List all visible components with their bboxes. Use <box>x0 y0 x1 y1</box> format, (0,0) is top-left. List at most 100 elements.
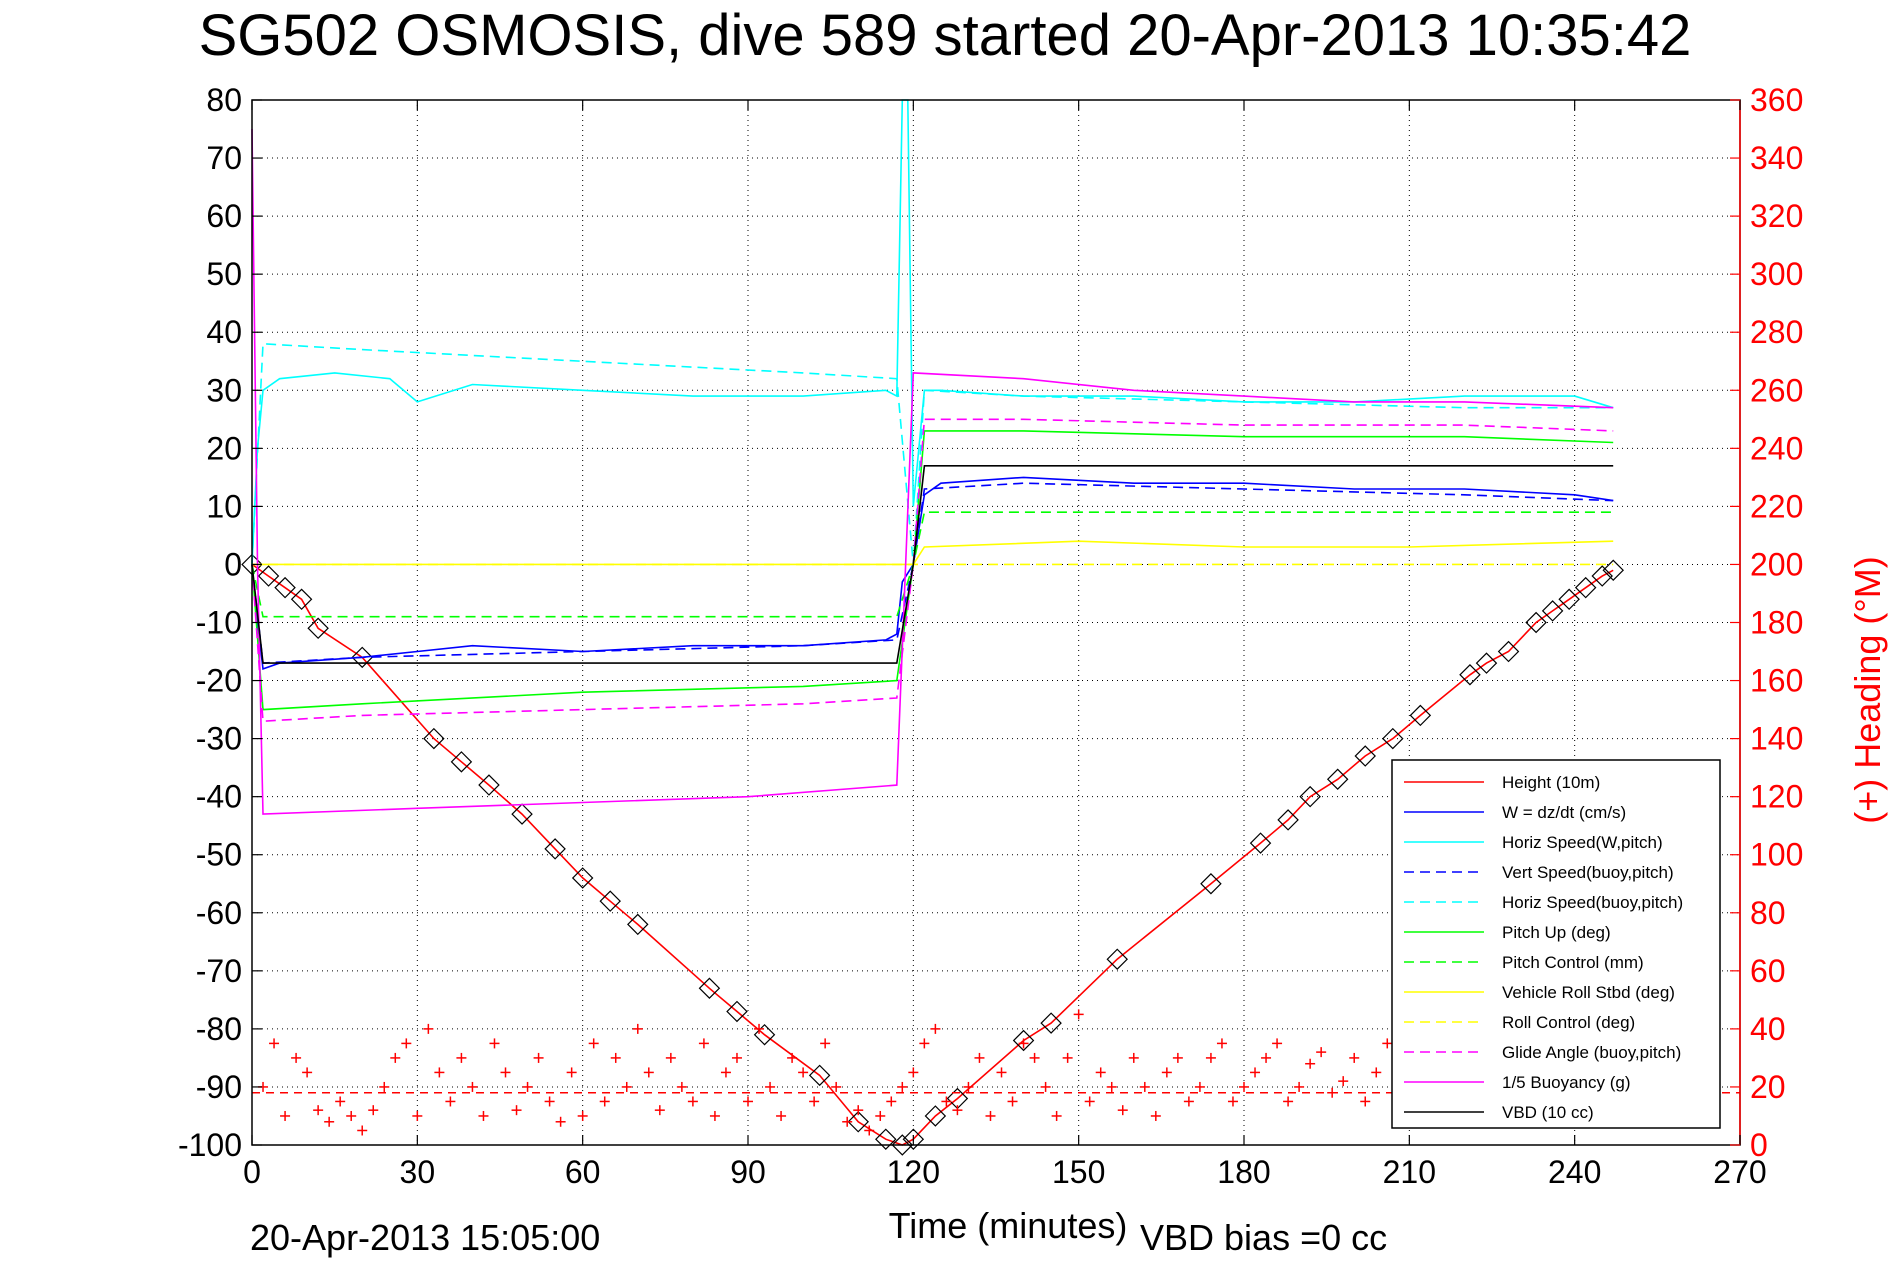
y-tick-label: -10 <box>196 605 242 641</box>
y-tick-label: 10 <box>206 488 242 524</box>
legend-label: Pitch Control (mm) <box>1502 953 1644 972</box>
x-tick-label: 150 <box>1052 1154 1105 1190</box>
height-marker <box>257 565 280 587</box>
heading-point <box>610 1052 621 1063</box>
heading-point <box>313 1105 324 1116</box>
y2-tick-label: 20 <box>1750 1069 1786 1105</box>
height-marker <box>1602 559 1624 581</box>
legend-label: VBD (10 cc) <box>1502 1103 1594 1122</box>
height-marker <box>351 646 373 669</box>
y2-tick-label: 280 <box>1750 314 1803 350</box>
series-line <box>251 482 1614 664</box>
legend-label: Vert Speed(buoy,pitch) <box>1502 863 1674 882</box>
heading-point <box>1117 1105 1128 1116</box>
height-marker <box>902 1128 925 1150</box>
heading-point <box>665 1052 676 1063</box>
heading-point <box>1040 1081 1051 1092</box>
heading-point <box>731 1052 742 1063</box>
y-tick-label: -40 <box>196 779 242 815</box>
height-marker <box>808 1064 831 1087</box>
x-tick-label: 270 <box>1713 1154 1766 1190</box>
heading-point <box>1139 1081 1150 1092</box>
heading-point <box>478 1110 489 1121</box>
legend-label: 1/5 Buoyancy (g) <box>1502 1073 1631 1092</box>
heading-point <box>831 1081 842 1092</box>
heading-point <box>533 1052 544 1063</box>
x-tick-label: 60 <box>565 1154 601 1190</box>
y-tick-label: -70 <box>196 953 242 989</box>
heading-point <box>1084 1096 1095 1107</box>
heading-point <box>434 1067 445 1078</box>
footer-vbd-bias: VBD bias =0 cc <box>1140 1217 1387 1258</box>
heading-point <box>1007 1096 1018 1107</box>
legend-label: Height (10m) <box>1502 773 1600 792</box>
heading-point <box>1051 1110 1062 1121</box>
heading-point <box>886 1096 897 1107</box>
legend-label: Glide Angle (buoy,pitch) <box>1502 1043 1681 1062</box>
heading-point <box>1327 1087 1338 1098</box>
y2-tick-label: 0 <box>1750 1127 1768 1163</box>
height-marker <box>423 727 445 750</box>
height-marker <box>1409 704 1432 727</box>
heading-point <box>566 1067 577 1078</box>
heading-point <box>853 1105 864 1116</box>
heading-point <box>500 1067 511 1078</box>
heading-point <box>1018 1038 1029 1049</box>
y2-tick-label: 200 <box>1750 546 1803 582</box>
heading-point <box>930 1023 941 1034</box>
heading-point <box>280 1110 291 1121</box>
heading-point <box>765 1081 776 1092</box>
series-line <box>251 342 1614 565</box>
heading-point <box>588 1038 599 1049</box>
heading-point <box>412 1110 423 1121</box>
heading-point <box>1338 1076 1349 1087</box>
x-tick-label: 210 <box>1383 1154 1436 1190</box>
heading-point <box>1360 1096 1371 1107</box>
height-marker <box>1525 611 1547 634</box>
footer-timestamp: 20-Apr-2013 15:05:00 <box>250 1217 600 1258</box>
heading-point <box>864 1125 875 1136</box>
height-marker <box>875 1128 897 1150</box>
heading-point <box>346 1110 357 1121</box>
height-marker <box>450 751 473 773</box>
heading-point <box>720 1067 731 1078</box>
heading-point <box>632 1023 643 1034</box>
y-tick-label: -50 <box>196 837 242 873</box>
height-marker <box>1299 785 1321 808</box>
y-tick-label: 70 <box>206 140 242 176</box>
heading-point <box>423 1023 434 1034</box>
height-marker <box>1475 652 1498 674</box>
height-marker <box>627 913 649 936</box>
heading-point <box>335 1096 346 1107</box>
heading-point <box>1371 1067 1382 1078</box>
legend-label: Roll Control (deg) <box>1502 1013 1635 1032</box>
height-marker <box>1574 576 1597 599</box>
heading-point <box>357 1125 368 1136</box>
y-tick-label: -90 <box>196 1069 242 1105</box>
heading-point <box>974 1052 985 1063</box>
heading-point <box>291 1052 302 1063</box>
legend-label: Horiz Speed(buoy,pitch) <box>1502 893 1683 912</box>
y2-tick-label: 160 <box>1750 663 1803 699</box>
x-axis-label: Time (minutes) <box>889 1205 1128 1246</box>
heading-point <box>324 1116 335 1127</box>
height-marker <box>1558 588 1580 611</box>
height-marker <box>1382 727 1404 750</box>
legend: Height (10m) W = dz/dt (cm/s) Horiz Speed(… <box>1391 759 1721 1129</box>
x-tick-label: 0 <box>243 1154 261 1190</box>
height-marker <box>847 1111 869 1133</box>
heading-point <box>577 1110 588 1121</box>
heading-point <box>1216 1038 1227 1049</box>
y-tick-label: 80 <box>206 82 242 118</box>
y2-tick-label: 340 <box>1750 140 1803 176</box>
heading-point <box>269 1038 280 1049</box>
heading-point <box>809 1096 820 1107</box>
y2-tick-label: 80 <box>1750 895 1786 931</box>
y-tick-label: -100 <box>178 1127 242 1163</box>
heading-point <box>996 1067 1007 1078</box>
heading-point <box>941 1096 952 1107</box>
height-marker <box>1200 873 1222 895</box>
y-tick-label: -20 <box>196 663 242 699</box>
heading-point <box>1183 1096 1194 1107</box>
